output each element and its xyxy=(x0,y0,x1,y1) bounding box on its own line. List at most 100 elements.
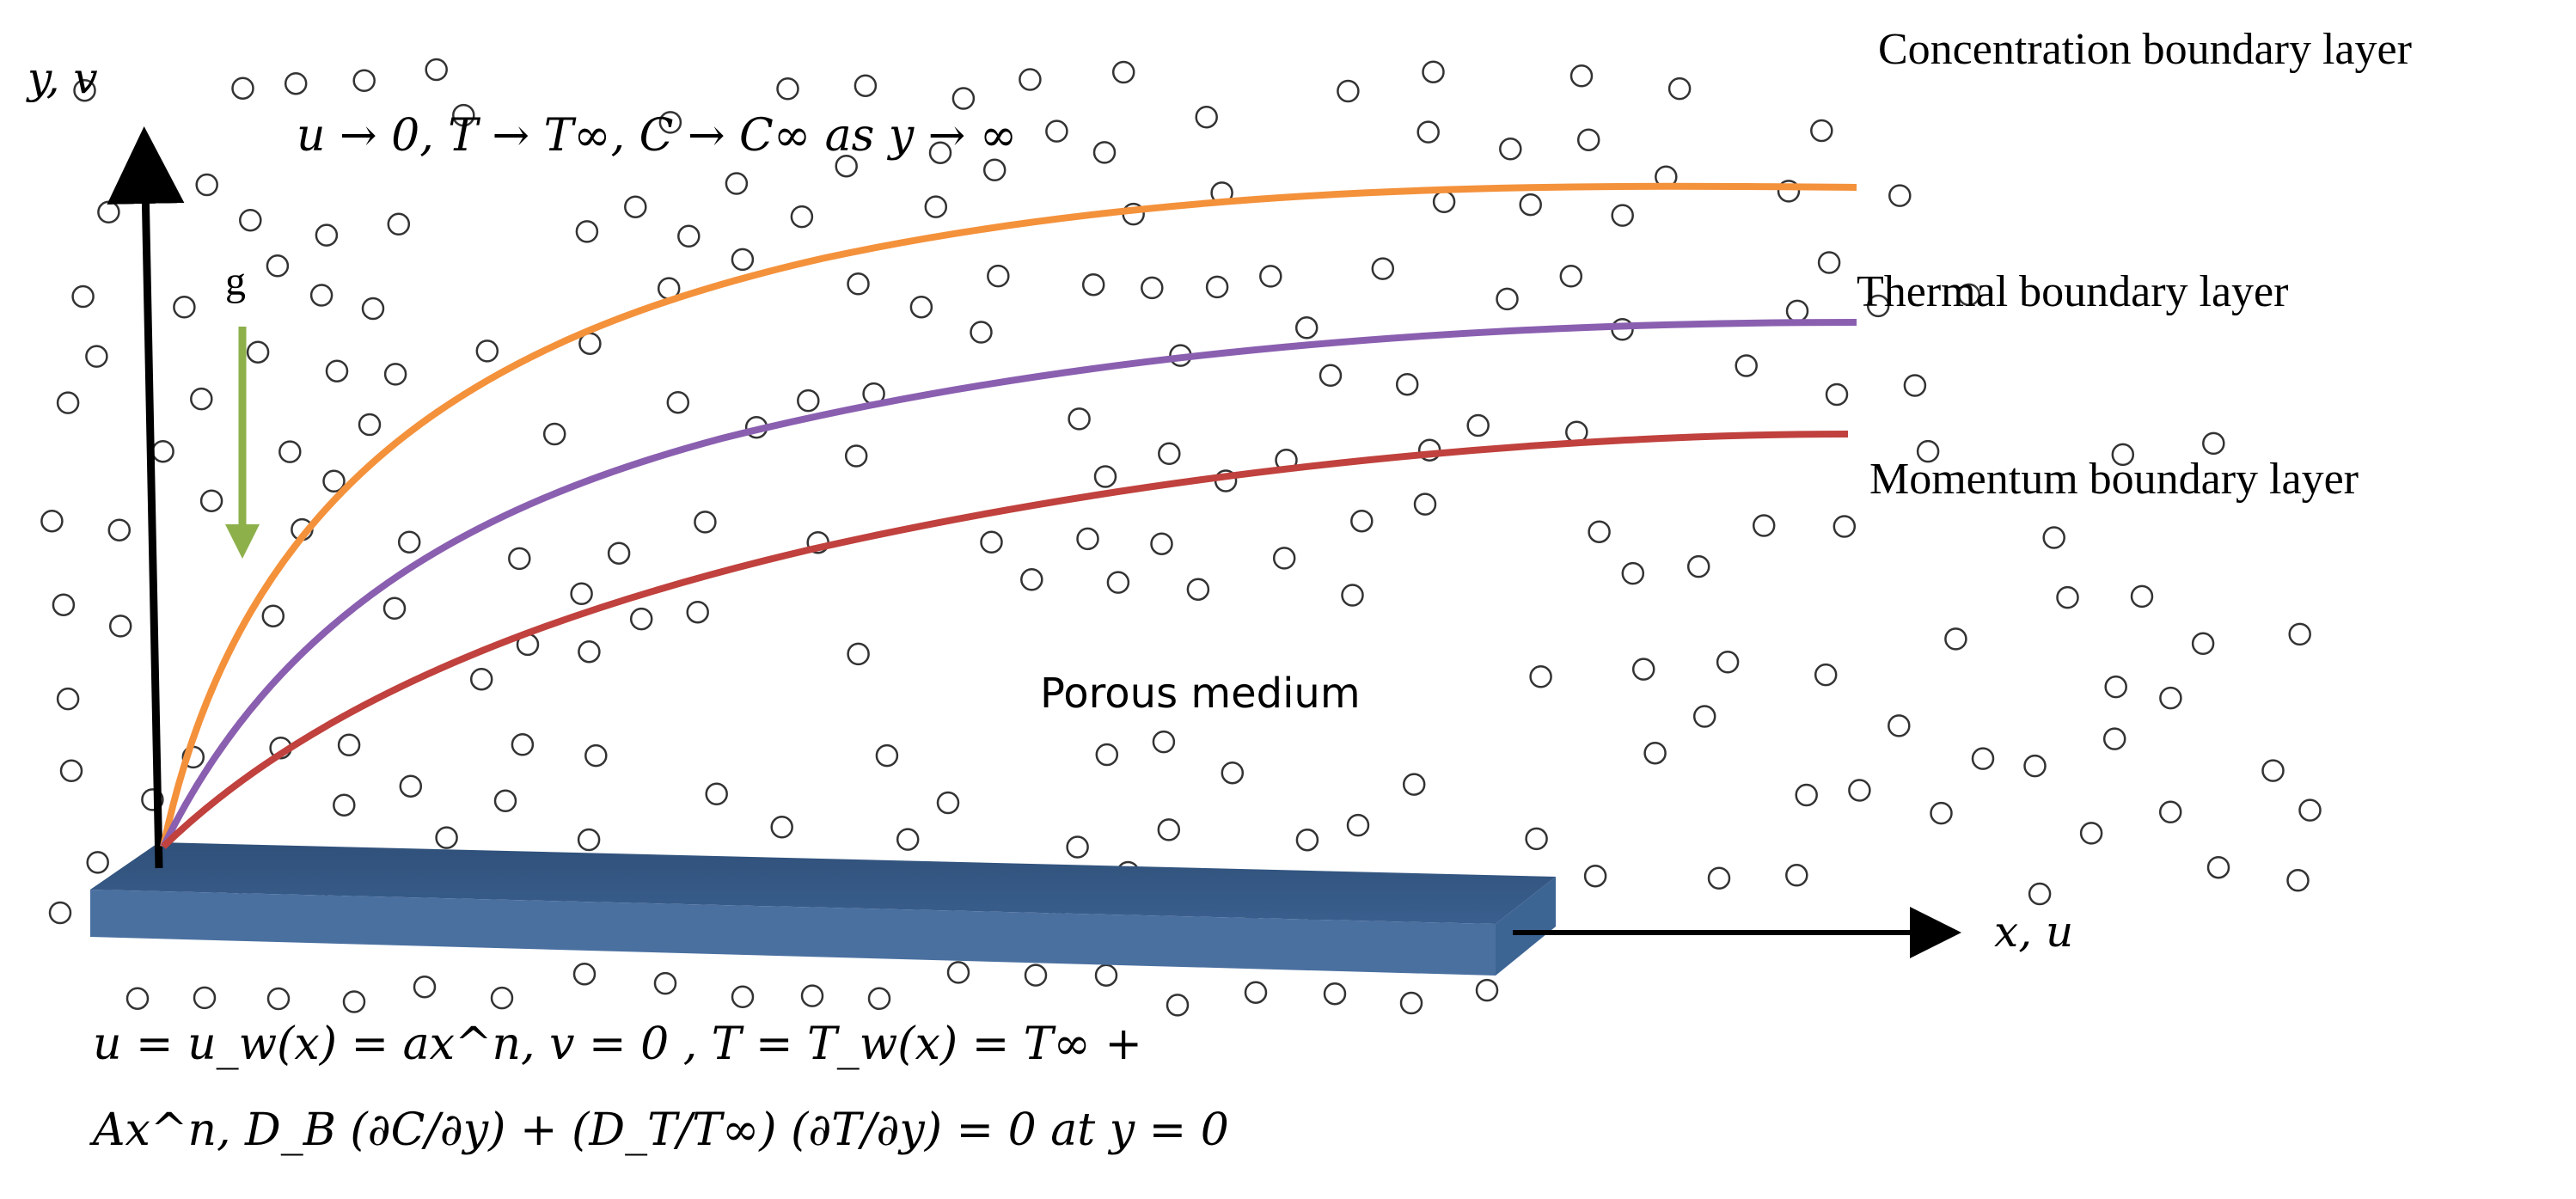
porous-particle xyxy=(325,359,349,382)
porous-particle xyxy=(173,296,196,319)
wall-condition-line-1: u = u_w(x) = ax^n, v = 0 , T = T_w(x) = … xyxy=(93,1019,1142,1070)
porous-particle xyxy=(425,58,448,82)
porous-particle xyxy=(725,172,749,195)
porous-particle xyxy=(52,593,76,616)
porous-particle xyxy=(508,547,531,571)
porous-particle xyxy=(1631,658,1655,681)
porous-particle xyxy=(1272,547,1296,570)
porous-particle xyxy=(1888,184,1912,207)
porous-particle xyxy=(731,985,755,1009)
porous-particle xyxy=(770,816,793,839)
porous-particle xyxy=(686,600,709,624)
porous-particle xyxy=(1346,813,1370,837)
porous-particle xyxy=(2028,882,2052,906)
porous-particle xyxy=(361,297,385,321)
porous-particle xyxy=(1150,532,1173,555)
porous-particle xyxy=(1092,141,1117,164)
porous-particle xyxy=(1588,520,1611,543)
porous-particle xyxy=(987,264,1010,288)
porous-particle xyxy=(151,439,174,463)
stretching-sheet xyxy=(90,842,1556,976)
porous-particle xyxy=(575,220,599,243)
porous-particle xyxy=(1957,283,1981,307)
porous-particle xyxy=(397,530,421,554)
porous-particle xyxy=(1166,994,1190,1017)
porous-particle xyxy=(1814,663,1838,687)
porous-particle xyxy=(629,607,653,631)
porous-particle xyxy=(266,987,291,1011)
porous-particle xyxy=(435,826,458,849)
porous-particle xyxy=(896,828,920,851)
porous-particle xyxy=(875,743,899,768)
thermal-boundary-layer-curve xyxy=(160,319,1857,848)
momentum-boundary-layer-curve xyxy=(161,431,1849,849)
porous-particle xyxy=(1337,79,1360,103)
porous-particle xyxy=(731,248,755,272)
porous-particle xyxy=(1569,64,1594,88)
porous-particle xyxy=(59,759,83,783)
porous-particle xyxy=(2079,822,2103,845)
porous-particle xyxy=(2191,632,2215,656)
porous-particle xyxy=(493,789,517,813)
porous-particle xyxy=(315,223,339,247)
porous-particle xyxy=(790,205,814,229)
porous-particle xyxy=(1076,527,1099,551)
porous-particle xyxy=(1152,730,1176,754)
porous-particle xyxy=(266,254,290,278)
porous-particle xyxy=(85,345,108,368)
porous-particle xyxy=(2023,754,2047,778)
porous-particle xyxy=(1576,128,1600,151)
porous-particle xyxy=(624,195,647,218)
far-field-condition: u → 0, T → T∞, C → C∞ as y → ∞ xyxy=(297,110,1018,162)
porous-particle xyxy=(261,604,285,627)
porous-particle xyxy=(1422,60,1445,83)
porous-particle xyxy=(951,87,976,110)
porous-particle xyxy=(847,642,870,666)
porous-particle xyxy=(2202,431,2225,456)
porous-particle xyxy=(1916,439,1940,463)
porous-particle xyxy=(1519,193,1542,217)
porous-particle xyxy=(1068,407,1091,431)
porous-particle xyxy=(107,518,132,541)
porous-particle xyxy=(1888,714,1911,737)
porous-particle xyxy=(705,782,728,806)
porous-particle xyxy=(1475,978,1499,1002)
porous-particle xyxy=(284,71,308,95)
porous-particle xyxy=(854,74,878,97)
porous-particle xyxy=(1848,779,1871,802)
porous-particle xyxy=(86,851,109,874)
porous-particle xyxy=(1341,584,1364,607)
porous-medium-label: Porous medium xyxy=(1014,666,1386,721)
porous-particle xyxy=(193,986,217,1010)
y-axis-arrow xyxy=(107,126,185,869)
porous-particle xyxy=(1244,981,1268,1004)
porous-particle xyxy=(387,212,411,236)
porous-particle xyxy=(1323,982,1347,1006)
porous-particle xyxy=(1529,665,1552,688)
porous-particle xyxy=(1295,828,1319,852)
porous-particle xyxy=(936,791,960,815)
porous-particle xyxy=(1583,864,1607,888)
porous-particle xyxy=(1093,465,1117,488)
porous-particle xyxy=(2104,675,2127,699)
porous-particle xyxy=(1611,204,1634,227)
gravity-label: g xyxy=(225,259,246,304)
porous-particle xyxy=(797,388,820,413)
porous-particle xyxy=(946,961,970,984)
porous-particle xyxy=(1785,864,1808,887)
porous-particle xyxy=(2298,798,2322,822)
porous-particle xyxy=(847,272,870,296)
porous-particle xyxy=(195,173,218,197)
porous-particle xyxy=(2288,622,2311,646)
porous-particle xyxy=(1141,276,1164,300)
porous-particle xyxy=(2286,869,2310,892)
porous-particle xyxy=(1158,442,1181,466)
porous-particle xyxy=(570,582,593,606)
porous-particle xyxy=(928,141,952,164)
porous-particle xyxy=(578,639,601,664)
porous-particle xyxy=(309,284,333,307)
porous-particle xyxy=(1350,509,1374,533)
porous-particle xyxy=(108,615,132,638)
porous-particle xyxy=(909,295,933,319)
porous-particle xyxy=(1413,492,1437,516)
